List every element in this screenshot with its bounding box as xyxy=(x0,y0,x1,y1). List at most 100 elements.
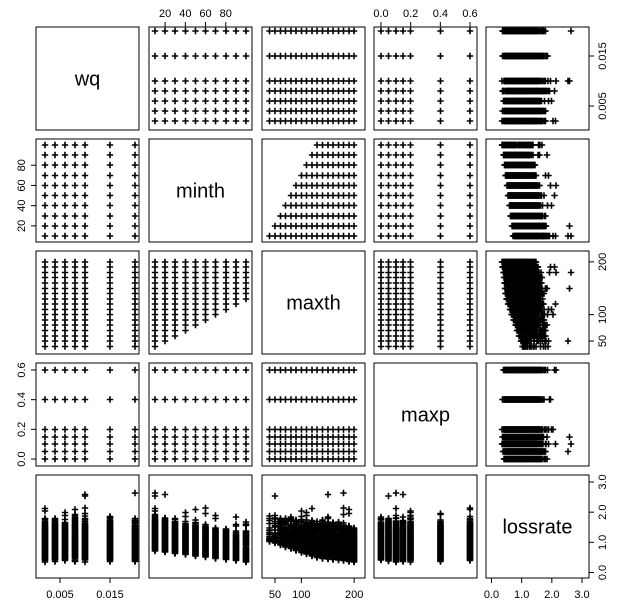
point-marker xyxy=(319,117,326,125)
point-marker xyxy=(340,192,347,199)
point-marker xyxy=(350,192,358,199)
point-marker xyxy=(377,141,385,149)
point-marker xyxy=(385,97,392,105)
point-marker xyxy=(385,87,392,95)
point-marker xyxy=(222,77,230,85)
point-marker xyxy=(437,192,444,199)
point-marker xyxy=(377,151,385,159)
point-marker xyxy=(407,192,414,199)
point-marker xyxy=(131,212,139,220)
point-marker xyxy=(192,52,199,60)
point-marker xyxy=(377,202,385,209)
point-marker xyxy=(202,87,209,95)
point-marker xyxy=(242,97,250,105)
point-marker xyxy=(340,151,347,159)
point-marker xyxy=(437,212,444,220)
point-marker xyxy=(500,52,507,60)
point-marker xyxy=(292,222,300,230)
point-marker xyxy=(521,27,529,35)
point-marker xyxy=(517,202,524,209)
point-marker xyxy=(222,27,230,35)
point-marker xyxy=(192,77,199,85)
point-marker xyxy=(319,161,326,169)
points-wq-vs-maxp xyxy=(377,27,474,125)
point-marker xyxy=(313,97,321,105)
point-marker xyxy=(292,52,300,60)
panel-minth-vs-maxp xyxy=(373,138,478,243)
point-marker xyxy=(385,117,392,125)
point-marker xyxy=(71,202,79,209)
point-marker xyxy=(437,117,444,125)
point-marker xyxy=(392,182,400,189)
point-marker xyxy=(385,222,392,230)
point-marker xyxy=(271,52,279,60)
point-marker xyxy=(266,232,273,240)
point-marker xyxy=(385,77,392,85)
point-marker xyxy=(399,172,407,179)
point-marker xyxy=(329,202,337,209)
point-marker xyxy=(319,27,326,35)
point-marker xyxy=(71,192,79,199)
point-marker xyxy=(192,97,199,105)
point-marker xyxy=(282,222,289,230)
point-marker xyxy=(437,52,444,60)
point-marker xyxy=(392,212,400,220)
point-marker xyxy=(350,77,358,85)
point-marker xyxy=(377,192,385,199)
point-marker xyxy=(385,182,392,189)
point-marker xyxy=(222,107,230,115)
point-marker xyxy=(407,151,414,159)
point-marker xyxy=(106,232,114,240)
point-marker xyxy=(303,97,310,105)
point-marker xyxy=(292,212,300,220)
point-marker xyxy=(340,161,347,169)
point-marker xyxy=(171,107,179,115)
point-marker xyxy=(329,161,337,169)
point-marker xyxy=(385,232,392,240)
point-marker xyxy=(61,192,69,199)
panel-wq-vs-wq xyxy=(35,26,140,131)
point-marker xyxy=(313,77,321,85)
point-marker xyxy=(340,172,347,179)
point-marker xyxy=(377,117,385,125)
point-marker xyxy=(399,212,407,220)
point-marker xyxy=(106,192,114,199)
point-marker xyxy=(212,77,219,85)
point-marker xyxy=(392,77,400,85)
point-marker xyxy=(498,117,506,125)
point-marker xyxy=(106,182,114,189)
panel-maxp-vs-maxp xyxy=(373,362,478,467)
point-marker xyxy=(329,107,337,115)
point-marker xyxy=(303,52,310,60)
point-marker xyxy=(151,87,159,95)
point-marker xyxy=(340,182,347,189)
point-marker xyxy=(524,87,532,95)
point-marker xyxy=(303,107,310,115)
points-wq-vs-lossrate xyxy=(498,27,575,125)
point-marker xyxy=(399,87,407,95)
point-marker xyxy=(385,27,392,35)
point-marker xyxy=(407,52,414,60)
point-marker xyxy=(399,182,407,189)
point-marker xyxy=(106,212,114,220)
point-marker xyxy=(271,87,279,95)
point-marker xyxy=(340,97,347,105)
point-marker xyxy=(552,117,559,125)
marks-layer xyxy=(41,27,575,566)
point-marker xyxy=(466,87,474,95)
point-marker xyxy=(407,97,414,105)
point-marker xyxy=(131,232,139,240)
point-marker xyxy=(51,232,59,240)
point-marker xyxy=(212,87,219,95)
point-marker xyxy=(407,77,414,85)
point-marker xyxy=(399,141,407,149)
point-marker xyxy=(437,161,444,169)
point-marker xyxy=(222,87,230,95)
point-marker xyxy=(466,182,474,189)
point-marker xyxy=(151,52,159,60)
panel-maxth-vs-maxp xyxy=(373,250,478,355)
point-marker xyxy=(161,52,169,60)
point-marker xyxy=(303,212,310,220)
panel-maxth-vs-minth xyxy=(148,250,253,355)
point-marker xyxy=(271,107,279,115)
